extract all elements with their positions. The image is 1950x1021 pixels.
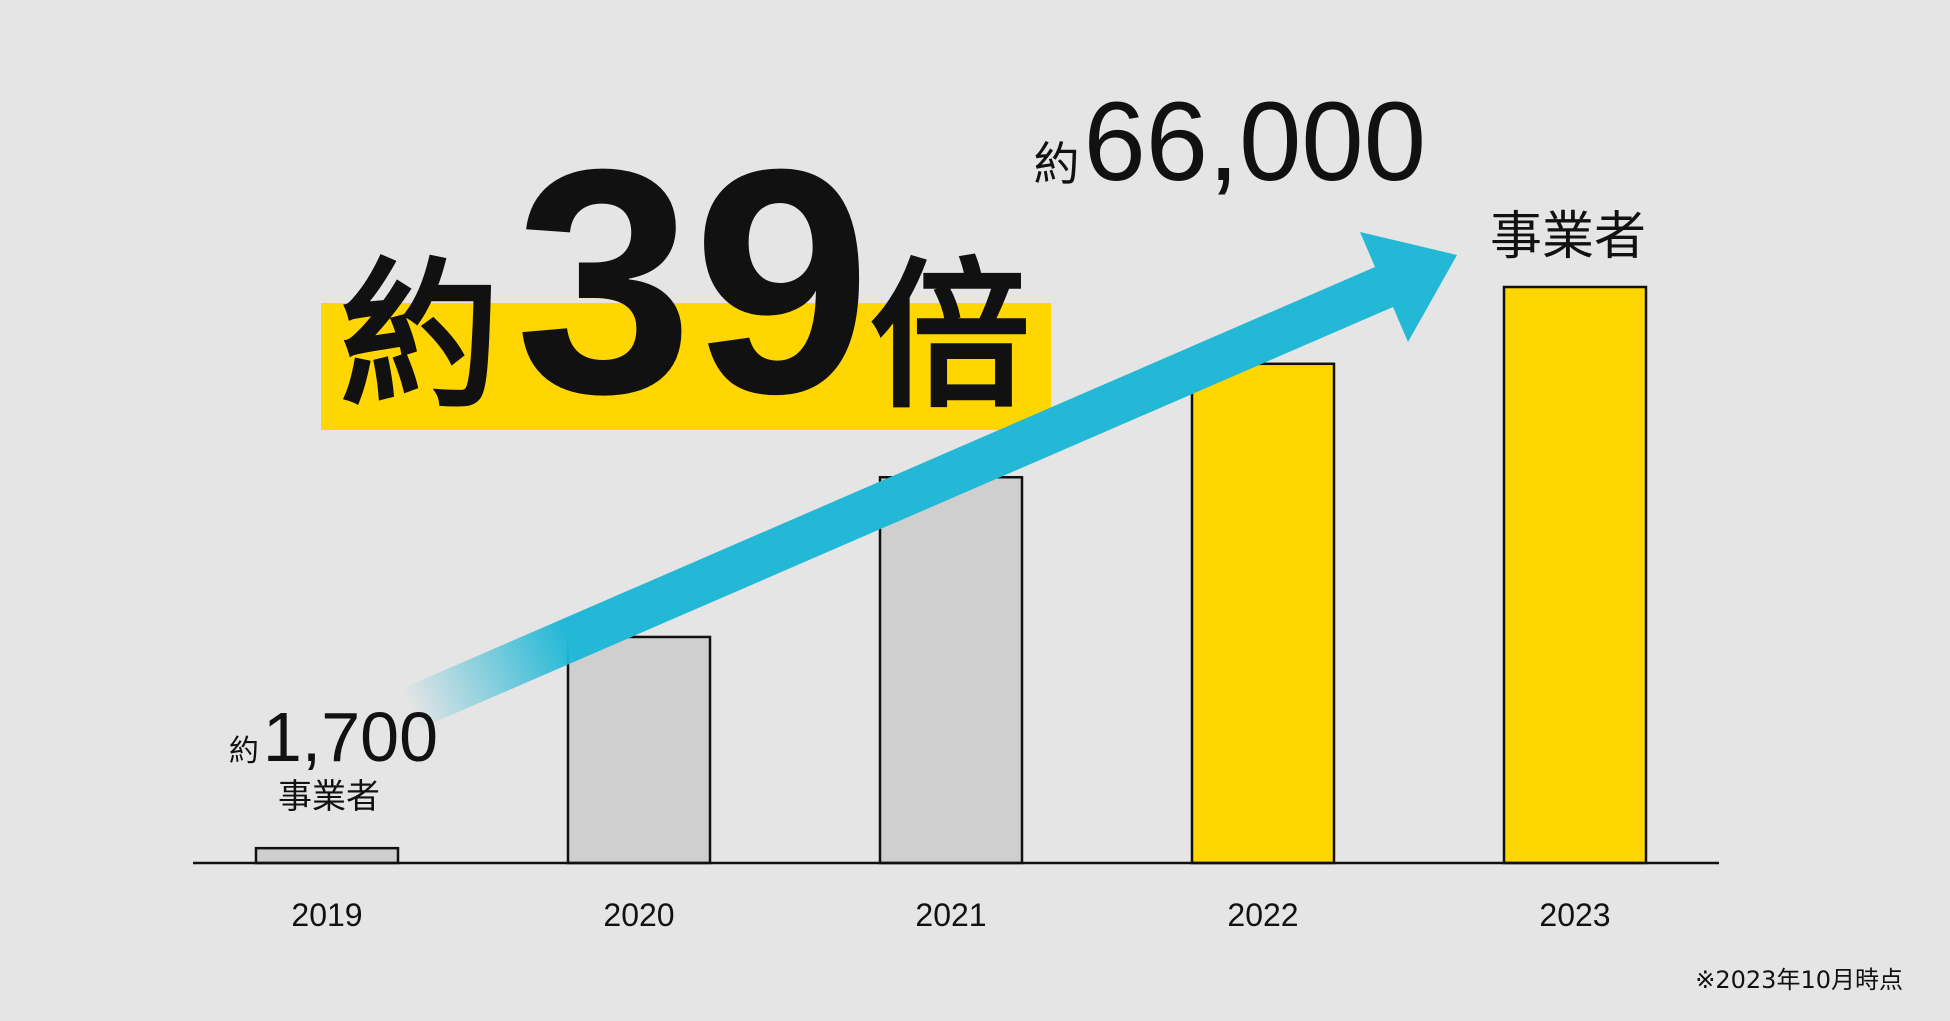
bar xyxy=(1190,362,1336,865)
value-label-number: 1,700 xyxy=(263,698,438,776)
x-tick-label: 2021 xyxy=(915,897,986,933)
headline-highlight xyxy=(321,303,1051,430)
x-tick-label: 2019 xyxy=(291,897,362,933)
x-tick-label: 2022 xyxy=(1227,897,1298,933)
value-label-unit: 事業者 xyxy=(1490,207,1646,267)
headline-suffix: 倍 xyxy=(870,243,1030,430)
value-label-unit: 事業者 xyxy=(278,777,380,817)
bar xyxy=(1502,285,1648,865)
x-tick-label: 2020 xyxy=(603,897,674,933)
footnote: ※2023年10月時点 xyxy=(1695,966,1903,994)
bar xyxy=(254,846,400,865)
bar xyxy=(566,635,712,865)
headline-number: 39 xyxy=(515,102,871,460)
growth-arrow xyxy=(401,232,1457,729)
bars xyxy=(254,285,1648,865)
x-tick-label: 2023 xyxy=(1539,897,1610,933)
value-label-prefix: 約 xyxy=(229,734,259,769)
headline-prefix: 約 xyxy=(340,243,500,430)
value-label-number: 66,000 xyxy=(1083,79,1426,204)
bar xyxy=(878,476,1024,865)
value-label-prefix: 約 xyxy=(1033,137,1079,191)
